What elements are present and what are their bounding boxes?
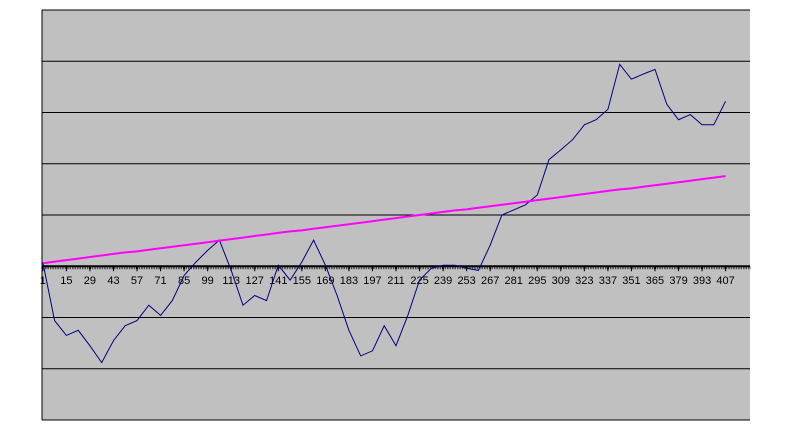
x-tick-label: 43 <box>107 275 119 287</box>
x-tick-label: 337 <box>599 275 617 287</box>
x-tick-label: 281 <box>505 275 523 287</box>
x-tick-label: 197 <box>363 275 381 287</box>
x-tick-label: 211 <box>387 275 405 287</box>
x-tick-label: 99 <box>202 275 214 287</box>
x-tick-label: 183 <box>340 275 358 287</box>
x-tick-label: 71 <box>154 275 166 287</box>
data-line <box>42 175 726 265</box>
x-tick-label: 351 <box>622 275 640 287</box>
x-tick-label: 253 <box>457 275 475 287</box>
x-tick-label: 267 <box>481 275 499 287</box>
x-tick-label: 29 <box>84 275 96 287</box>
x-tick-label: 155 <box>293 275 311 287</box>
x-tick-label: 309 <box>552 275 570 287</box>
x-tick-label: 1 <box>40 275 46 287</box>
x-tick-label: 379 <box>669 275 687 287</box>
x-tick-label: 407 <box>716 275 734 287</box>
x-tick-label: 239 <box>434 275 452 287</box>
data-line <box>42 63 727 364</box>
x-tick-label: 113 <box>222 275 240 287</box>
x-tick-label: 85 <box>178 275 190 287</box>
x-tick-label: 57 <box>131 275 143 287</box>
x-tick-label: 127 <box>246 275 264 287</box>
x-tick-label: 15 <box>60 275 72 287</box>
x-tick-label: 295 <box>528 275 546 287</box>
x-tick-label: 393 <box>693 275 711 287</box>
x-tick-label: 323 <box>575 275 593 287</box>
x-tick-label: 365 <box>646 275 664 287</box>
